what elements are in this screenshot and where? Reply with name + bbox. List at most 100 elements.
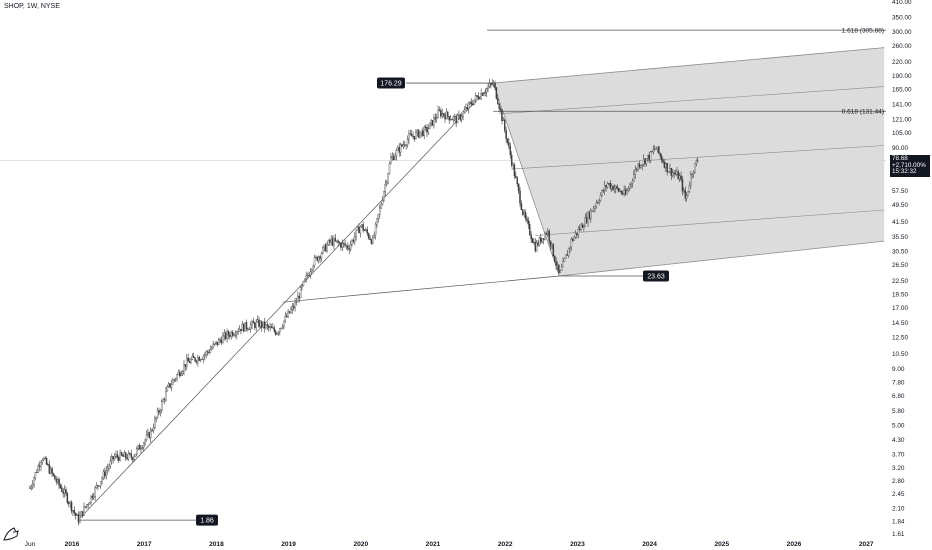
candle-body <box>495 87 498 99</box>
candle-body <box>188 360 191 363</box>
candle-body <box>412 135 414 137</box>
candle-body <box>180 373 182 377</box>
candle-body <box>663 162 666 168</box>
candle-body <box>179 371 181 377</box>
candle-body <box>687 191 689 196</box>
x-tick-label: 2024 <box>642 541 657 548</box>
candle-body <box>452 116 455 120</box>
y-axis[interactable]: 410.00 350.00 300.00 260.00 220.00 190.00 165.… <box>892 0 912 538</box>
candle-body <box>209 349 212 353</box>
candle-body <box>519 190 521 204</box>
candle-body <box>530 234 532 240</box>
y-tick-label: 4.30 <box>892 437 905 444</box>
candle-body <box>517 183 520 191</box>
candle-body <box>578 228 581 231</box>
candle-body <box>408 133 410 140</box>
candle-body <box>127 453 130 460</box>
candle-body <box>90 495 92 503</box>
candle-body <box>513 164 516 177</box>
candle-body <box>361 224 363 227</box>
candle-body <box>206 351 209 353</box>
candle-body <box>619 190 621 192</box>
candle-body <box>622 193 624 195</box>
candle-body <box>537 242 539 246</box>
candle-body <box>649 151 652 161</box>
y-tick-label: 90.00 <box>892 145 908 152</box>
candle-body <box>612 185 614 191</box>
tradingview-logo-icon[interactable] <box>2 524 20 542</box>
channel-line <box>493 47 885 84</box>
candle-body <box>692 172 695 175</box>
candle-body <box>115 454 117 457</box>
candle-body <box>454 116 456 118</box>
candle-body <box>540 237 542 243</box>
y-tick-label: 121.00 <box>892 116 912 123</box>
candle-body <box>58 478 60 486</box>
candle-body <box>91 495 94 499</box>
candle-body <box>352 239 355 242</box>
x-tick-label: 2016 <box>65 541 80 548</box>
candle-body <box>674 173 677 175</box>
candle-body <box>122 455 124 457</box>
candle-body <box>547 230 549 235</box>
candle-body <box>508 142 510 147</box>
low-2022-label-box <box>643 270 669 282</box>
candle-body <box>590 210 592 219</box>
candle-body <box>572 239 574 241</box>
candle-body <box>404 144 406 146</box>
candle-body <box>306 275 309 277</box>
y-tick-label: 5.80 <box>892 408 905 415</box>
candle-body <box>312 265 314 270</box>
candle-body <box>104 471 106 477</box>
candle-body <box>169 383 171 388</box>
candle-body <box>79 515 81 523</box>
candle-body <box>499 108 502 111</box>
candle-body <box>237 331 239 333</box>
candle-body <box>562 261 564 268</box>
candle-body <box>354 236 356 242</box>
candle-body <box>531 238 534 243</box>
candle-body <box>181 371 184 375</box>
candle-body <box>581 224 584 229</box>
candle-body <box>302 281 305 286</box>
candle-body <box>341 242 344 248</box>
x-axis[interactable]: Jun 2016 2017 2018 2019 2020 2021 2022 2023 2024 2… <box>25 541 874 548</box>
candle-body <box>563 258 566 262</box>
candle-body <box>222 335 224 344</box>
candle-body <box>286 315 288 318</box>
channel-fill <box>493 47 885 277</box>
candle-body <box>438 109 441 111</box>
candle-body <box>585 217 588 223</box>
candle-body <box>261 321 263 328</box>
candle-body <box>484 92 487 94</box>
candle-body <box>34 472 37 479</box>
candle-body <box>441 113 443 117</box>
candle-body <box>435 117 438 120</box>
candle-body <box>541 238 543 243</box>
candle-body <box>642 158 645 165</box>
candle-body <box>553 255 556 262</box>
candle-body <box>617 188 620 192</box>
candle-body <box>208 351 210 353</box>
candle-body <box>685 195 688 199</box>
candle-body <box>491 83 493 85</box>
candle-body <box>173 379 176 381</box>
candle-body <box>419 132 421 138</box>
candle-body <box>212 344 214 349</box>
candle-body <box>605 185 607 188</box>
y-tick-label: 260.00 <box>892 43 912 50</box>
candle-body <box>220 339 223 344</box>
candle-body <box>651 151 653 153</box>
y-tick-label: 14.50 <box>892 320 908 327</box>
candle-body <box>445 111 448 120</box>
candle-body <box>94 487 96 497</box>
candle-body <box>51 468 53 474</box>
candle-body <box>477 96 480 99</box>
candle-body <box>544 233 546 240</box>
candle-body <box>204 354 206 357</box>
candle-body <box>262 321 264 328</box>
candle-body <box>559 270 562 273</box>
candle-body <box>265 324 267 329</box>
trend-lines <box>77 29 886 521</box>
